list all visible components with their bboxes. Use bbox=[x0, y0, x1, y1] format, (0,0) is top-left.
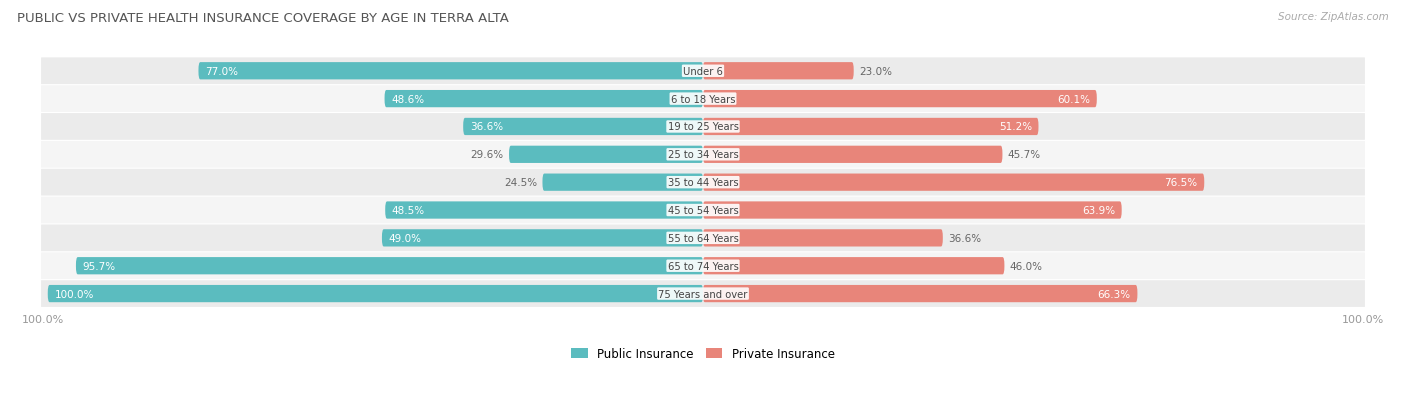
Text: 100.0%: 100.0% bbox=[55, 289, 94, 299]
Text: 45 to 54 Years: 45 to 54 Years bbox=[668, 206, 738, 216]
FancyBboxPatch shape bbox=[703, 91, 1097, 108]
Text: 49.0%: 49.0% bbox=[388, 233, 422, 243]
FancyBboxPatch shape bbox=[41, 86, 1365, 113]
Text: 75 Years and over: 75 Years and over bbox=[658, 289, 748, 299]
Text: 36.6%: 36.6% bbox=[948, 233, 981, 243]
FancyBboxPatch shape bbox=[41, 280, 1365, 307]
Text: Under 6: Under 6 bbox=[683, 66, 723, 76]
FancyBboxPatch shape bbox=[41, 225, 1365, 252]
Text: 48.6%: 48.6% bbox=[391, 95, 425, 104]
FancyBboxPatch shape bbox=[76, 257, 703, 275]
Text: 63.9%: 63.9% bbox=[1083, 206, 1115, 216]
FancyBboxPatch shape bbox=[509, 146, 703, 164]
Text: 100.0%: 100.0% bbox=[21, 314, 63, 324]
Text: 77.0%: 77.0% bbox=[205, 66, 238, 76]
Text: 19 to 25 Years: 19 to 25 Years bbox=[668, 122, 738, 132]
FancyBboxPatch shape bbox=[703, 119, 1039, 136]
FancyBboxPatch shape bbox=[48, 285, 703, 302]
FancyBboxPatch shape bbox=[385, 202, 703, 219]
FancyBboxPatch shape bbox=[41, 197, 1365, 224]
FancyBboxPatch shape bbox=[41, 58, 1365, 85]
Text: 76.5%: 76.5% bbox=[1164, 178, 1198, 188]
Text: 6 to 18 Years: 6 to 18 Years bbox=[671, 95, 735, 104]
Text: 48.5%: 48.5% bbox=[392, 206, 425, 216]
Text: 35 to 44 Years: 35 to 44 Years bbox=[668, 178, 738, 188]
FancyBboxPatch shape bbox=[703, 230, 943, 247]
FancyBboxPatch shape bbox=[198, 63, 703, 80]
FancyBboxPatch shape bbox=[703, 202, 1122, 219]
FancyBboxPatch shape bbox=[703, 146, 1002, 164]
FancyBboxPatch shape bbox=[543, 174, 703, 191]
Text: 29.6%: 29.6% bbox=[471, 150, 503, 160]
Text: 25 to 34 Years: 25 to 34 Years bbox=[668, 150, 738, 160]
FancyBboxPatch shape bbox=[463, 119, 703, 136]
FancyBboxPatch shape bbox=[703, 63, 853, 80]
Text: 60.1%: 60.1% bbox=[1057, 95, 1090, 104]
Text: 66.3%: 66.3% bbox=[1098, 289, 1130, 299]
Text: 100.0%: 100.0% bbox=[1343, 314, 1385, 324]
Text: 45.7%: 45.7% bbox=[1008, 150, 1040, 160]
Legend: Public Insurance, Private Insurance: Public Insurance, Private Insurance bbox=[567, 342, 839, 365]
Text: Source: ZipAtlas.com: Source: ZipAtlas.com bbox=[1278, 12, 1389, 22]
Text: 51.2%: 51.2% bbox=[998, 122, 1032, 132]
FancyBboxPatch shape bbox=[382, 230, 703, 247]
Text: 95.7%: 95.7% bbox=[83, 261, 115, 271]
FancyBboxPatch shape bbox=[703, 285, 1137, 302]
Text: 46.0%: 46.0% bbox=[1010, 261, 1043, 271]
Text: 23.0%: 23.0% bbox=[859, 66, 891, 76]
FancyBboxPatch shape bbox=[41, 114, 1365, 140]
Text: 65 to 74 Years: 65 to 74 Years bbox=[668, 261, 738, 271]
FancyBboxPatch shape bbox=[41, 169, 1365, 196]
Text: 24.5%: 24.5% bbox=[505, 178, 537, 188]
FancyBboxPatch shape bbox=[41, 142, 1365, 168]
Text: 36.6%: 36.6% bbox=[470, 122, 503, 132]
FancyBboxPatch shape bbox=[703, 174, 1205, 191]
FancyBboxPatch shape bbox=[41, 253, 1365, 280]
Text: 55 to 64 Years: 55 to 64 Years bbox=[668, 233, 738, 243]
FancyBboxPatch shape bbox=[385, 91, 703, 108]
FancyBboxPatch shape bbox=[703, 257, 1004, 275]
Text: PUBLIC VS PRIVATE HEALTH INSURANCE COVERAGE BY AGE IN TERRA ALTA: PUBLIC VS PRIVATE HEALTH INSURANCE COVER… bbox=[17, 12, 509, 25]
